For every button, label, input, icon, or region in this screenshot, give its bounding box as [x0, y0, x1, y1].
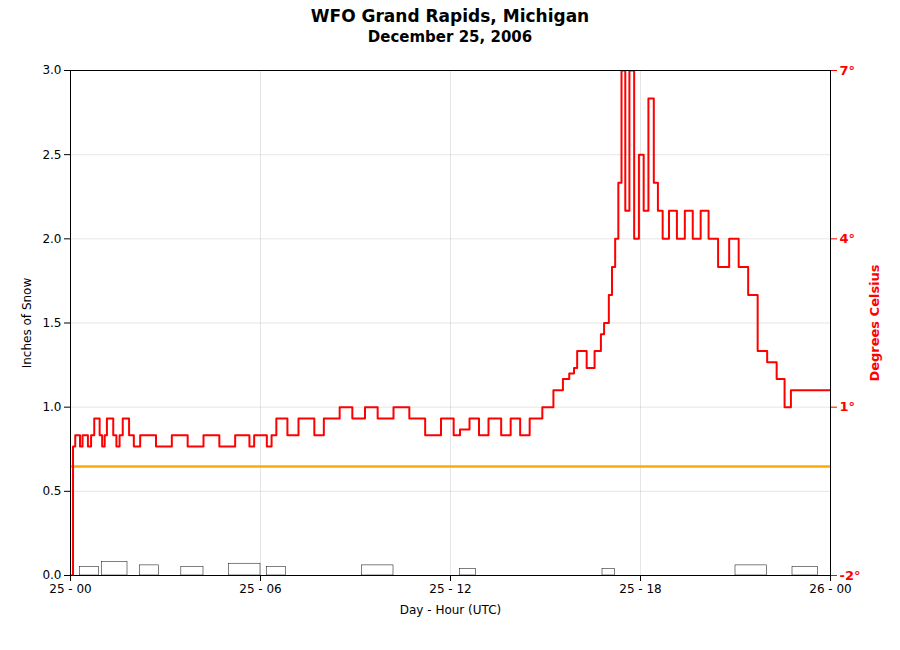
svg-text:-2°: -2°	[840, 568, 861, 583]
svg-text:3.0: 3.0	[42, 63, 61, 77]
svg-text:7°: 7°	[840, 63, 856, 78]
svg-text:4°: 4°	[840, 231, 856, 246]
html-text:WFO Grand Rapids, Michigan: WFO Grand Rapids, Michigan	[310, 6, 590, 26]
svg-text:2.5: 2.5	[42, 148, 61, 162]
svg-text:1.0: 1.0	[42, 400, 61, 414]
svg-text:25 - 00: 25 - 00	[49, 582, 92, 596]
svg-text:1.5: 1.5	[42, 316, 61, 330]
svg-text:Degrees Celsius: Degrees Celsius	[867, 264, 882, 381]
svg-text:0.5: 0.5	[42, 484, 61, 498]
svg-text:26 - 00: 26 - 00	[809, 582, 852, 596]
svg-text:25 - 18: 25 - 18	[619, 582, 662, 596]
html-text:December 25, 2006: December 25, 2006	[367, 28, 533, 46]
svg-text:Day - Hour (UTC): Day - Hour (UTC)	[400, 603, 502, 617]
svg-text:0.0: 0.0	[42, 568, 61, 582]
svg-text:25 - 12: 25 - 12	[429, 582, 472, 596]
svg-text:Inches of Snow: Inches of Snow	[20, 278, 34, 369]
svg-text:25 - 06: 25 - 06	[239, 582, 282, 596]
svg-text:2.0: 2.0	[42, 232, 61, 246]
svg-text:1°: 1°	[840, 399, 856, 414]
